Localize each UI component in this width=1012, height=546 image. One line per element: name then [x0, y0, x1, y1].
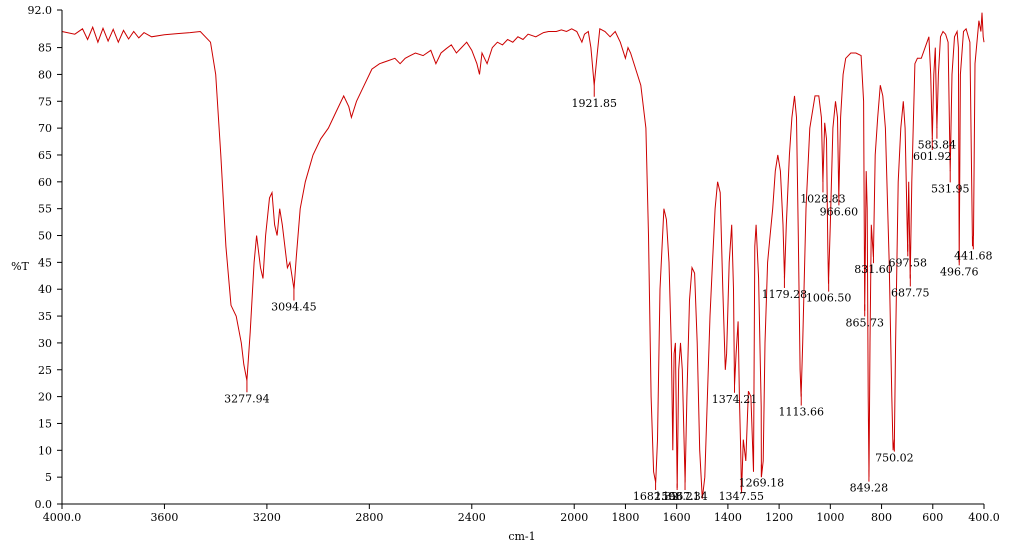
x-tick-label: 2000	[560, 511, 588, 524]
x-tick-label: 800	[871, 511, 892, 524]
y-tick-label: 10	[38, 444, 52, 457]
x-tick-label: 400.0	[968, 511, 1000, 524]
peak-label: 3094.45	[271, 300, 317, 313]
peak-label: 750.02	[875, 452, 914, 465]
peak-label: 966.60	[820, 205, 859, 218]
x-tick-label: 2800	[355, 511, 383, 524]
peak-label: 496.76	[940, 265, 979, 278]
peak-label: 697.58	[889, 256, 928, 269]
y-tick-label: 25	[38, 364, 52, 377]
y-tick-label: 15	[38, 417, 52, 430]
y-tick-label: 75	[38, 95, 52, 108]
peak-label: 849.28	[850, 482, 889, 495]
x-tick-label: 1000	[816, 511, 844, 524]
peak-label: 583.84	[918, 139, 957, 152]
peak-label: 1179.28	[762, 288, 808, 301]
x-axis-title: cm-1	[508, 530, 535, 543]
x-tick-label: 3200	[253, 511, 281, 524]
x-tick-label: 600	[922, 511, 943, 524]
y-tick-label: 60	[38, 176, 52, 189]
peak-label: 1682.32	[633, 490, 679, 503]
peak-label: 1347.55	[719, 490, 765, 503]
y-axis-title: %T	[11, 260, 29, 273]
peak-label: 601.92	[913, 150, 952, 163]
x-tick-label: 1400	[714, 511, 742, 524]
y-tick-label: 50	[38, 230, 52, 243]
peak-label: 1269.18	[739, 477, 785, 490]
y-tick-label: 30	[38, 337, 52, 350]
peak-label: 1006.50	[806, 292, 852, 305]
x-axis-ticks: 4000.0 3600 3200 2800 2400 2000 1800 1600 1400 12…	[43, 504, 1000, 524]
peak-label: 1598.21	[654, 490, 700, 503]
plot-area	[61, 12, 985, 499]
y-tick-label: 45	[38, 256, 52, 269]
y-tick-label: 55	[38, 203, 52, 216]
x-tick-label: 1800	[611, 511, 639, 524]
peak-label: 831.60	[854, 263, 893, 276]
peak-label: 1567.34	[662, 490, 708, 503]
y-tick-label: 20	[38, 391, 52, 404]
y-axis-ticks: 0.0 5 10 15 20 25 30 35 40 45 50 55 60 65 70 75 80 85 92.0	[28, 4, 62, 511]
x-tick-label: 2400	[458, 511, 486, 524]
y-tick-label: 5	[45, 471, 52, 484]
y-tick-label: 92.0	[28, 4, 53, 17]
y-tick-label: 40	[38, 283, 52, 296]
peak-label: 1921.85	[571, 97, 617, 110]
y-tick-label: 85	[38, 42, 52, 55]
axes	[61, 10, 984, 505]
peak-label: 531.95	[931, 182, 970, 195]
x-tick-label: 3600	[150, 511, 178, 524]
y-tick-label: 35	[38, 310, 52, 323]
peak-label: 687.75	[891, 286, 930, 299]
y-tick-label: 65	[38, 149, 52, 162]
x-tick-label: 4000.0	[43, 511, 82, 524]
peak-label: 441.68	[954, 249, 993, 262]
y-tick-label: 70	[38, 122, 52, 135]
peak-label: 865.73	[845, 316, 884, 329]
y-tick-label: 0.0	[35, 498, 53, 511]
peak-label: 1374.21	[712, 393, 758, 406]
peak-label: 3277.94	[224, 392, 270, 405]
peak-annotations: 3277.94 3094.45 1921.85 1682.321598.211567.…	[224, 84, 993, 503]
peak-label: 1028.83	[800, 192, 846, 205]
x-tick-label: 1600	[663, 511, 691, 524]
spectrum-line	[61, 12, 985, 499]
y-tick-label: 80	[38, 68, 52, 81]
x-tick-label: 1200	[765, 511, 793, 524]
peak-label: 1113.66	[778, 406, 824, 419]
